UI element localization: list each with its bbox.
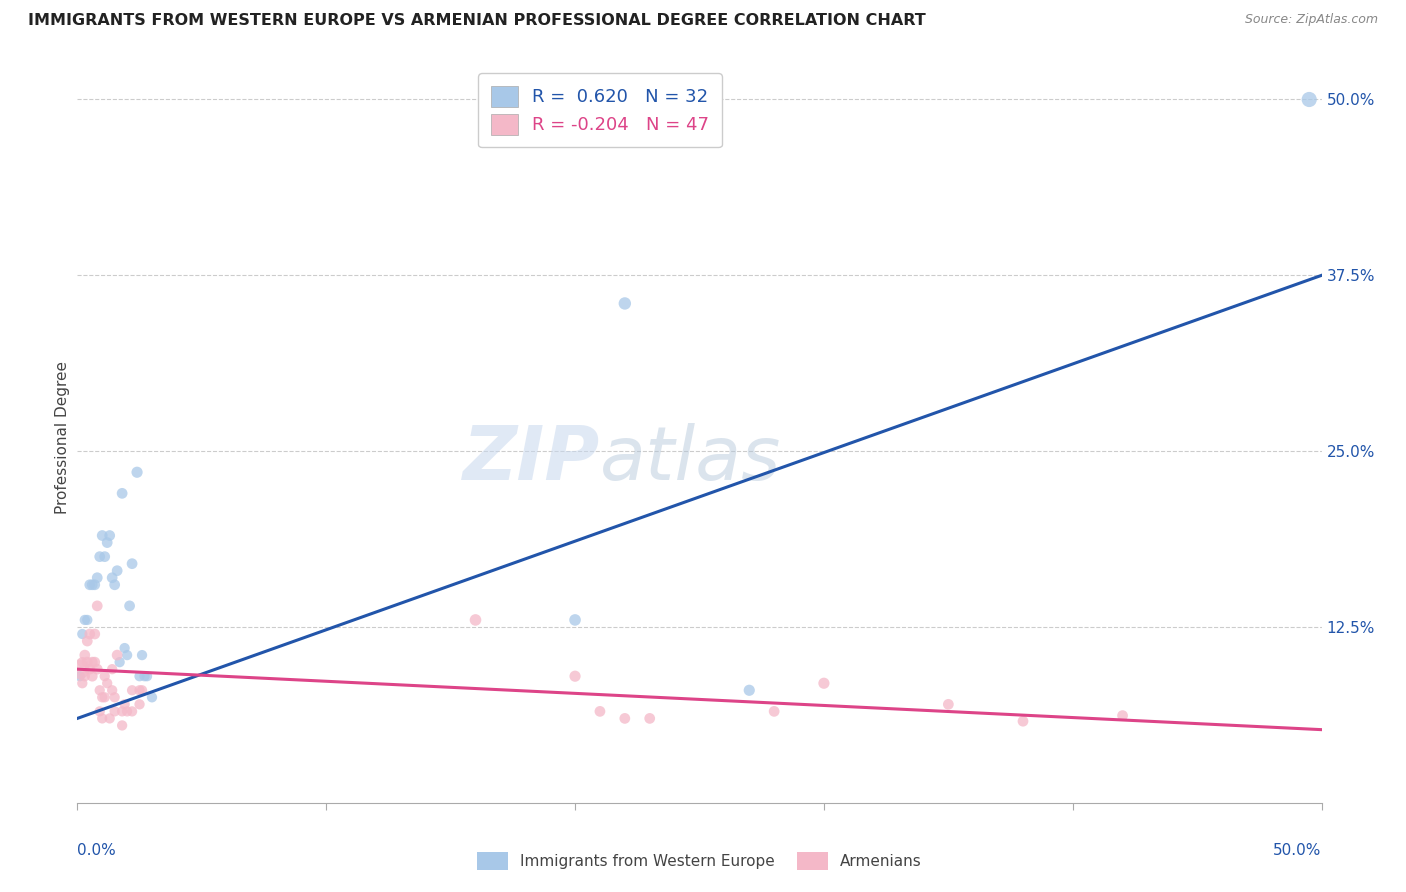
Point	[118, 599, 141, 613]
Text: atlas: atlas	[600, 423, 782, 495]
Point	[121, 683, 143, 698]
Point	[86, 662, 108, 676]
Point	[111, 705, 134, 719]
Point	[105, 648, 128, 662]
Point	[128, 698, 150, 712]
Point	[128, 669, 150, 683]
Point	[76, 613, 98, 627]
Point	[69, 662, 91, 676]
Point	[613, 296, 636, 310]
Legend: Immigrants from Western Europe, Armenians: Immigrants from Western Europe, Armenian…	[471, 846, 928, 876]
Point	[93, 690, 115, 705]
Point	[121, 557, 143, 571]
Point	[89, 683, 111, 698]
Point	[141, 690, 163, 705]
Point	[105, 564, 128, 578]
Point	[128, 683, 150, 698]
Text: 50.0%: 50.0%	[1274, 843, 1322, 858]
Point	[464, 613, 486, 627]
Point	[96, 535, 118, 549]
Point	[86, 599, 108, 613]
Point	[91, 711, 114, 725]
Point	[98, 711, 121, 725]
Point	[93, 549, 115, 564]
Point	[91, 690, 114, 705]
Point	[83, 578, 105, 592]
Point	[86, 571, 108, 585]
Point	[1298, 93, 1320, 107]
Point	[83, 627, 105, 641]
Point	[72, 627, 94, 641]
Point	[115, 705, 138, 719]
Point	[79, 662, 101, 676]
Point	[96, 676, 118, 690]
Point	[91, 528, 114, 542]
Point	[82, 655, 104, 669]
Point	[72, 676, 94, 690]
Point	[121, 705, 143, 719]
Point	[564, 669, 586, 683]
Point	[82, 578, 104, 592]
Text: IMMIGRANTS FROM WESTERN EUROPE VS ARMENIAN PROFESSIONAL DEGREE CORRELATION CHART: IMMIGRANTS FROM WESTERN EUROPE VS ARMENI…	[28, 13, 927, 29]
Point	[76, 634, 98, 648]
Point	[73, 613, 96, 627]
Point	[115, 648, 138, 662]
Point	[101, 571, 124, 585]
Point	[93, 669, 115, 683]
Point	[136, 669, 159, 683]
Point	[763, 705, 786, 719]
Text: 0.0%: 0.0%	[77, 843, 117, 858]
Point	[564, 613, 586, 627]
Point	[98, 528, 121, 542]
Point	[111, 486, 134, 500]
Point	[104, 705, 127, 719]
Point	[76, 655, 98, 669]
Point	[104, 690, 127, 705]
Point	[589, 705, 612, 719]
Text: ZIP: ZIP	[463, 423, 600, 496]
Point	[114, 641, 136, 656]
Point	[101, 683, 124, 698]
Point	[131, 683, 153, 698]
Point	[73, 669, 96, 683]
Point	[125, 465, 148, 479]
Text: Source: ZipAtlas.com: Source: ZipAtlas.com	[1244, 13, 1378, 27]
Point	[89, 549, 111, 564]
Point	[613, 711, 636, 725]
Point	[104, 578, 127, 592]
Point	[638, 711, 661, 725]
Point	[738, 683, 761, 698]
Point	[72, 655, 94, 669]
Point	[73, 648, 96, 662]
Y-axis label: Professional Degree: Professional Degree	[55, 360, 70, 514]
Point	[131, 648, 153, 662]
Point	[1012, 714, 1035, 729]
Point	[813, 676, 835, 690]
Point	[79, 578, 101, 592]
Point	[89, 705, 111, 719]
Point	[114, 698, 136, 712]
Point	[134, 669, 156, 683]
Point	[1111, 708, 1133, 723]
Point	[83, 655, 105, 669]
Point	[938, 698, 960, 712]
Point	[82, 669, 104, 683]
Point	[111, 718, 134, 732]
Point	[101, 662, 124, 676]
Point	[79, 627, 101, 641]
Point	[69, 669, 91, 683]
Point	[108, 655, 131, 669]
